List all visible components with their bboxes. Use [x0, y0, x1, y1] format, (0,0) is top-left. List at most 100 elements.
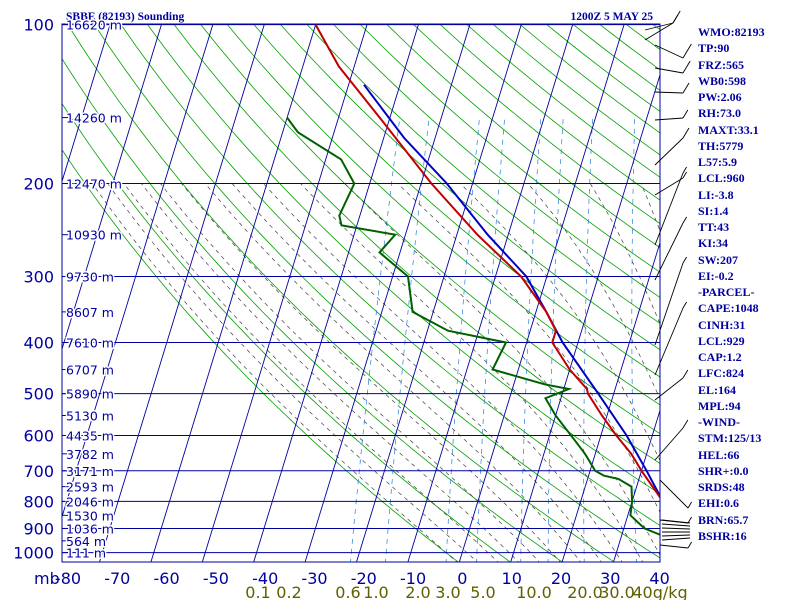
- height-label: 7610 m: [66, 335, 114, 350]
- isotherm: [356, 24, 522, 562]
- moist-adiabat: [263, 183, 623, 562]
- mixing-ratio-label: 10.0: [516, 583, 552, 600]
- temperature-trace: [314, 24, 660, 499]
- moist-adiabat: [397, 183, 660, 513]
- pressure-label: 300: [23, 268, 54, 287]
- pressure-label: 400: [23, 333, 54, 352]
- mixing-ratio-line: [679, 118, 692, 564]
- temperature-tick-label: -20: [351, 569, 377, 588]
- wind-barb: [644, 22, 674, 41]
- moist-adiabat: [460, 183, 660, 462]
- sounding-time: 1200Z 5 MAY 25: [570, 11, 653, 23]
- wind-barb: [661, 519, 691, 524]
- wind-barb: [661, 537, 691, 541]
- height-label: 111 m: [66, 546, 106, 561]
- temperature-tick-label: 0: [457, 569, 467, 588]
- wind-barb-flag: [687, 501, 692, 509]
- wind-barb-flag: [682, 419, 689, 429]
- pressure-label: 800: [23, 492, 54, 511]
- wind-barb-flag: [682, 82, 690, 94]
- wind-barb: [654, 117, 684, 121]
- mixing-ratio-label: 3.0: [435, 583, 460, 600]
- index-entry: TT:43: [698, 220, 730, 234]
- isotherm: [99, 24, 265, 562]
- isotherm: [510, 73, 660, 562]
- mixing-ratio-label: 40g/kg: [632, 583, 687, 600]
- dry-adiabat: [62, 149, 459, 562]
- stability-indices-panel: WMO:82193 TP:90 FRZ:565 WB0:598 PW:2.06 RH:73…: [698, 24, 800, 544]
- index-entry: EL:164: [698, 382, 737, 397]
- plot-frame: [61, 23, 661, 563]
- isotherm: [458, 24, 625, 562]
- temperature-tick-label: -40: [252, 569, 278, 588]
- moist-adiabat: [92, 183, 458, 562]
- isotherm: [201, 24, 368, 562]
- mixing-ratio-line: [445, 117, 480, 562]
- pressure-label: 900: [23, 519, 54, 538]
- wind-barb: [654, 67, 684, 74]
- wind-barb: [654, 377, 684, 401]
- mixing-ratio-line: [583, 117, 593, 562]
- temperature-tick-label: -30: [301, 569, 327, 588]
- wind-barb: [661, 534, 691, 537]
- isotherm: [407, 24, 574, 562]
- isotherm: [62, 24, 111, 183]
- index-entry: WMO:82193: [698, 25, 765, 39]
- wind-barb: [654, 262, 684, 346]
- isotherm: [0, 0, 15, 563]
- dry-adiabat: [120, 24, 660, 526]
- moist-adiabat: [123, 183, 499, 562]
- mixing-ratio-label: 5.0: [470, 583, 495, 600]
- dry-adiabat: [359, 24, 660, 273]
- dry-adiabat: [279, 24, 660, 351]
- station-title: SBBE (82193) Sounding: [66, 11, 184, 23]
- isotherm: [62, 24, 214, 519]
- index-entry: MAXT:33.1: [698, 122, 759, 137]
- temperature-tick-label: 40: [649, 569, 669, 588]
- temperature-tick-label: 20: [551, 569, 571, 588]
- isotherm: [304, 24, 471, 562]
- moist-adiabat: [181, 183, 561, 562]
- index-entry: WB0:598: [698, 73, 746, 88]
- wind-barb: [654, 44, 684, 59]
- wind-barb: [654, 222, 684, 281]
- index-entry: EHI:0.6: [698, 496, 740, 511]
- mixing-ratio-line: [350, 117, 401, 562]
- height-label: 4435 m: [66, 428, 114, 443]
- pressure-unit-label: mb: [34, 569, 60, 588]
- temperature-tick-label: 30: [600, 569, 620, 588]
- wind-barb: [654, 172, 684, 246]
- temperature-tick-label: -80: [55, 569, 81, 588]
- index-entry: LFC:824: [698, 366, 744, 381]
- pressure-label: 500: [23, 385, 54, 404]
- wind-barb: [654, 307, 684, 376]
- index-entry: LI:-3.8: [698, 187, 734, 202]
- index-entry: STM:125/13: [698, 431, 762, 446]
- height-label: 2593 m: [66, 480, 114, 495]
- dry-adiabat: [66, 24, 616, 562]
- isotherm: [62, 24, 163, 351]
- height-label: 12470 m: [66, 177, 122, 192]
- wind-barb-flag: [687, 516, 692, 524]
- index-entry: BSHR:16: [698, 528, 747, 543]
- height-label: 3171 m: [66, 464, 114, 479]
- wind-barb-flag: [682, 301, 687, 309]
- index-entry: SW:207: [698, 252, 739, 267]
- pressure-label: 1000: [13, 544, 54, 563]
- wind-barb: [654, 177, 684, 196]
- isotherm: [253, 24, 420, 562]
- wind-barb-flag: [682, 216, 687, 224]
- dry-adiabat: [226, 24, 660, 406]
- height-label: 1036 m: [66, 521, 114, 536]
- index-entry: BRN:65.7: [698, 512, 749, 527]
- wind-barb-flag: [672, 14, 679, 24]
- index-entry: LCL:929: [698, 333, 745, 348]
- height-label: 16620 m: [66, 18, 122, 33]
- mixing-ratio-label: 0.6: [335, 583, 360, 600]
- height-label: 5130 m: [66, 409, 114, 424]
- temperature-tick-label: -60: [154, 569, 180, 588]
- index-entry: TP:90: [698, 41, 730, 56]
- dry-adiabat: [62, 58, 563, 562]
- pressure-label: 200: [23, 175, 54, 194]
- moist-adiabat: [107, 183, 478, 562]
